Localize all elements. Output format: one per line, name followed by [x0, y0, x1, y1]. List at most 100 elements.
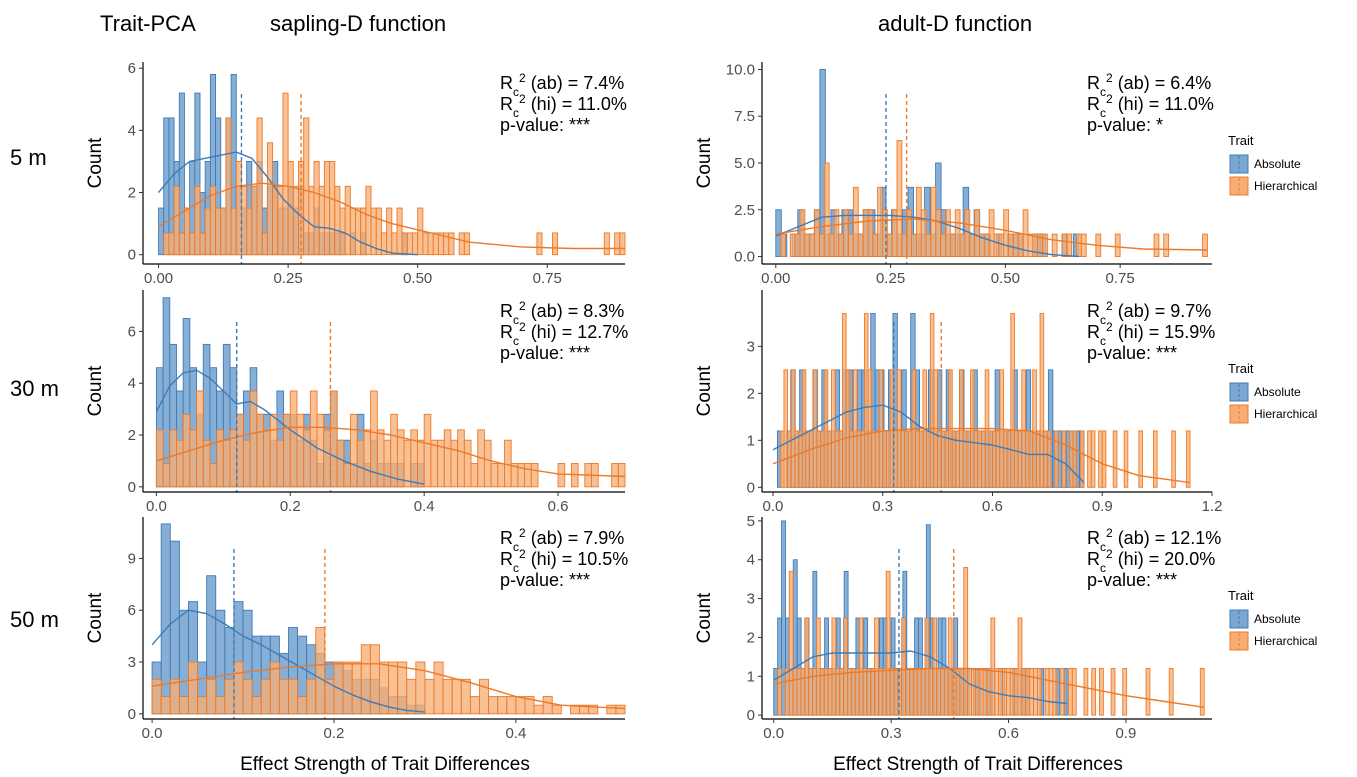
- y-tick-label: 0.0: [734, 249, 755, 266]
- bar-hierarchical-31: [925, 233, 932, 257]
- bar-hierarchical-63: [1003, 430, 1008, 488]
- bar-hierarchical-68: [611, 463, 619, 488]
- bar-hierarchical-34: [460, 678, 471, 715]
- bar-hierarchical-31: [885, 430, 891, 488]
- bar-hierarchical-9: [818, 233, 825, 257]
- bar-hierarchical-86: [603, 232, 610, 256]
- bar-hierarchical-26: [867, 369, 873, 488]
- bar-hierarchical-16: [831, 369, 836, 488]
- bar-hierarchical-69: [617, 463, 626, 488]
- bar-hierarchical-61: [995, 430, 1001, 488]
- bar-hierarchical-27: [871, 430, 876, 488]
- bar-hierarchical-72: [1052, 668, 1058, 716]
- bar-hierarchical-14: [278, 678, 289, 715]
- y-tick-label: 9: [128, 550, 136, 567]
- bar-hierarchical-55: [973, 430, 979, 488]
- bar-hierarchical-52: [974, 668, 980, 716]
- bar-hierarchical-39: [506, 696, 517, 715]
- bar-hierarchical-10: [209, 185, 217, 256]
- y-tick-label: 5.0: [734, 155, 755, 172]
- bar-hierarchical-79: [1061, 430, 1067, 488]
- bar-hierarchical-49: [412, 232, 419, 256]
- density-hierarchical: [151, 663, 626, 710]
- x-tick-label: 0.25: [274, 270, 303, 287]
- bar-hierarchical-42: [926, 430, 931, 488]
- density-hierarchical: [772, 427, 1191, 484]
- bar-hierarchical-27: [906, 209, 913, 257]
- y-axis-title: Count: [694, 137, 715, 188]
- bar-hierarchical-39: [915, 430, 920, 488]
- bar-hierarchical-22: [272, 185, 279, 256]
- bar-hierarchical-43: [940, 668, 945, 716]
- bar-hierarchical-42: [533, 704, 544, 715]
- bar-hierarchical-74: [1043, 430, 1048, 488]
- bar-hierarchical-41: [430, 439, 438, 488]
- bar-hierarchical-51: [422, 232, 429, 256]
- bar-hierarchical-31: [363, 429, 372, 488]
- density-absolute: [151, 609, 425, 713]
- bar-hierarchical-70: [1044, 668, 1050, 716]
- bar-hierarchical-51: [497, 463, 505, 488]
- bar-hierarchical-27: [397, 661, 408, 715]
- y-tick-label: 6: [128, 602, 136, 619]
- legend-title: Trait: [1228, 588, 1254, 603]
- density-hierarchical: [775, 218, 1208, 251]
- bar-hierarchical-15: [235, 160, 242, 256]
- bar-absolute-4: [178, 92, 185, 256]
- bar-hierarchical-57: [981, 430, 986, 488]
- bar-hierarchical-11: [815, 617, 821, 716]
- bar-hierarchical-59: [1002, 668, 1007, 716]
- bar-hierarchical-52: [1027, 233, 1034, 257]
- bar-hierarchical-37: [907, 430, 913, 488]
- y-tick-label: 3: [747, 591, 755, 608]
- bar-hierarchical-73: [1039, 313, 1045, 488]
- bar-hierarchical-32: [930, 186, 937, 257]
- bar-hierarchical-56: [977, 430, 982, 488]
- bar-hierarchical-39: [924, 617, 930, 716]
- bar-hierarchical-76: [551, 232, 559, 256]
- bar-hierarchical-59: [988, 430, 993, 488]
- bar-hierarchical-37: [403, 439, 412, 488]
- bar-hierarchical-5: [184, 207, 191, 256]
- bar-hierarchical-9: [204, 207, 211, 256]
- bar-hierarchical-47: [944, 430, 950, 488]
- bar-hierarchical-19: [867, 209, 874, 257]
- bar-hierarchical-18: [251, 185, 258, 256]
- bar-hierarchical-52: [427, 232, 434, 256]
- y-tick-label: 1: [747, 668, 755, 685]
- y-tick-label: 0: [128, 479, 136, 496]
- method-title: Trait-PCA: [100, 11, 196, 36]
- bar-hierarchical-15: [288, 678, 299, 715]
- bar-hierarchical-1: [160, 696, 171, 715]
- bar-hierarchical-20: [845, 369, 851, 488]
- bar-hierarchical-3: [783, 369, 789, 488]
- bar-hierarchical-26: [874, 617, 879, 716]
- y-axis-title: Count: [85, 365, 106, 416]
- bar-absolute-0: [773, 668, 779, 716]
- annotation-p-value: p-value: ***: [500, 343, 590, 363]
- bar-hierarchical-64: [1006, 430, 1012, 488]
- bar-hierarchical-3: [784, 668, 790, 716]
- bar-hierarchical-75: [1046, 430, 1052, 488]
- bar-hierarchical-48: [406, 232, 413, 256]
- bar-absolute-2: [781, 520, 786, 716]
- bar-hierarchical-10: [823, 162, 830, 257]
- x-tick-label: 0.6: [548, 498, 569, 515]
- bar-hierarchical-34: [334, 185, 341, 256]
- legend-label-absolute: Absolute: [1254, 157, 1301, 171]
- bar-hierarchical-6: [189, 232, 196, 256]
- bar-hierarchical-10: [242, 678, 253, 715]
- bar-hierarchical-18: [276, 439, 285, 488]
- bar-hierarchical-76: [1067, 668, 1073, 716]
- bar-hierarchical-90: [1122, 668, 1128, 716]
- bar-hierarchical-10: [809, 430, 814, 488]
- bar-hierarchical-88: [1202, 233, 1208, 257]
- bar-hierarchical-70: [1114, 233, 1121, 257]
- bar-hierarchical-96: [1145, 668, 1151, 716]
- bar-hierarchical-18: [315, 627, 326, 715]
- y-tick-label: 2: [747, 385, 755, 402]
- bar-hierarchical-45: [993, 233, 1000, 257]
- y-axis-title: Count: [694, 365, 715, 416]
- bar-hierarchical-26: [292, 185, 299, 256]
- bar-hierarchical-48: [959, 668, 965, 716]
